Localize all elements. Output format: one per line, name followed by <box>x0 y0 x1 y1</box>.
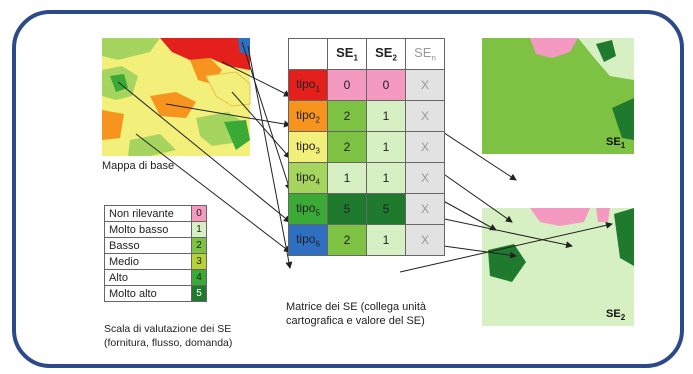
value-cell: X <box>405 162 445 194</box>
matrix-row: tipo4 1 1 X <box>288 162 445 194</box>
legend-caption: Scala di valutazione dei SE (fornitura, … <box>104 322 232 350</box>
value-cell: 1 <box>366 131 406 163</box>
value-cell: 1 <box>366 100 406 132</box>
tipo-cell: tipo1 <box>288 69 328 101</box>
se1-map-label: SE1 <box>606 136 626 151</box>
matrix-header-sen: SEn <box>405 38 445 70</box>
value-cell: 2 <box>327 100 367 132</box>
matrix-row: tipo5 5 5 X <box>288 193 445 225</box>
legend-caption-line1: Scala di valutazione dei SE <box>104 323 232 335</box>
se1-map <box>482 38 634 154</box>
value-cell: 2 <box>327 131 367 163</box>
legend-row: Non rilevante 0 <box>104 205 207 222</box>
value-cell: 5 <box>366 193 406 225</box>
matrix-row: tipo6 2 1 X <box>288 224 445 256</box>
legend-row: Medio 3 <box>104 253 207 270</box>
value-cell: 5 <box>327 193 367 225</box>
legend-row: Basso 2 <box>104 237 207 254</box>
tipo-cell: tipo5 <box>288 193 328 225</box>
legend-caption-line2: (fornitura, flusso, domanda) <box>104 337 233 349</box>
legend-row: Molto basso 1 <box>104 221 207 238</box>
value-cell: 1 <box>366 224 406 256</box>
value-cell: X <box>405 69 445 101</box>
value-cell: 0 <box>366 69 406 101</box>
tipo-cell: tipo4 <box>288 162 328 194</box>
matrix-header-se2: SE2 <box>366 38 406 70</box>
tipo-cell: tipo3 <box>288 131 328 163</box>
tipo-cell: tipo2 <box>288 100 328 132</box>
value-cell: X <box>405 131 445 163</box>
legend: Non rilevante 0 Molto basso 1 Basso 2 Medio… <box>104 205 207 302</box>
legend-row: Molto alto 5 <box>104 285 207 302</box>
se2-map-label: SE2 <box>606 308 626 323</box>
se-matrix: SE1 SE2 SEn tipo1 0 0 X tipo2 2 1 X tipo… <box>288 38 445 256</box>
base-map-arrows <box>117 41 293 269</box>
matrix-caption-line1: Matrice dei SE (collega unità <box>286 301 427 313</box>
value-cell: X <box>405 100 445 132</box>
value-cell: 0 <box>327 69 367 101</box>
value-cell: 1 <box>327 162 367 194</box>
legend-row: Alto 4 <box>104 269 207 286</box>
tipo-cell: tipo6 <box>288 224 328 256</box>
matrix-row: tipo2 2 1 X <box>288 100 445 132</box>
base-map-label: Mappa di base <box>102 160 175 172</box>
matrix-corner <box>288 38 328 70</box>
value-cell: X <box>405 224 445 256</box>
matrix-caption: Matrice dei SE (collega unità cartografi… <box>286 300 426 328</box>
matrix-caption-line2: cartografica e valore del SE) <box>286 315 425 327</box>
base-map <box>102 38 251 156</box>
matrix-row: tipo3 2 1 X <box>288 131 445 163</box>
value-cell: X <box>405 193 445 225</box>
matrix-row: tipo1 0 0 X <box>288 69 445 101</box>
value-cell: 1 <box>366 162 406 194</box>
value-cell: 2 <box>327 224 367 256</box>
matrix-header-se1: SE1 <box>327 38 367 70</box>
